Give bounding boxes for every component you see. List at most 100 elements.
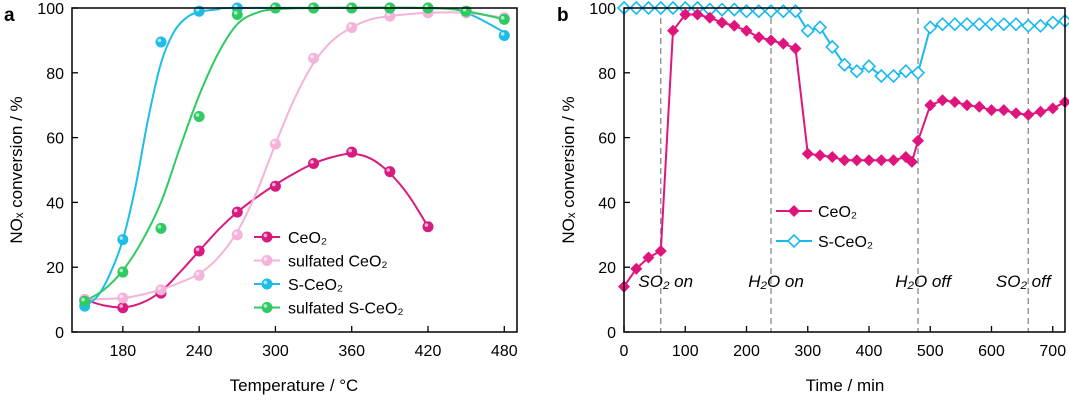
panel-a-y-axis-title: NOₓ conversion / % xyxy=(7,96,26,243)
point-s-ceo2 xyxy=(1021,18,1036,33)
y-tick-label: 40 xyxy=(598,195,616,212)
point-ceo2 xyxy=(875,154,888,167)
panel-a-x-axis-title: Temperature / °C xyxy=(230,376,359,395)
panel-b-x-ticks: 0 100 200 300 400 500 600 700 xyxy=(620,326,1066,360)
x-tick-label: 480 xyxy=(491,343,518,360)
point-ceo2 xyxy=(269,180,281,192)
point-s-ceo2 xyxy=(1045,15,1060,30)
point-ceo2 xyxy=(630,262,643,275)
svg-text:S-CeO₂: S-CeO₂ xyxy=(818,234,873,251)
point-s-ceo2 xyxy=(874,68,889,84)
svg-text:sulfated S-CeO₂: sulfated S-CeO₂ xyxy=(288,301,404,318)
point-s-ceo2 xyxy=(861,59,877,74)
annotation-h2o-on: H₂O on xyxy=(748,272,804,291)
point-s-ceo2 xyxy=(788,4,803,19)
x-tick-label: 180 xyxy=(110,343,137,360)
point-s-ceo2 xyxy=(947,17,962,32)
panel-b-legend: CeO₂ S-CeO₂ xyxy=(776,204,873,251)
point-ceo2 xyxy=(422,221,434,233)
point-ceo2 xyxy=(231,206,243,218)
point-ceo2 xyxy=(801,147,814,160)
x-tick-label: 200 xyxy=(733,343,760,360)
point-s-ceo2 xyxy=(825,39,840,55)
panel-b-y-ticks: 0 20 40 60 80 100 xyxy=(589,1,630,342)
point-ceo2 xyxy=(905,155,918,168)
point-ceo2 xyxy=(1059,96,1069,108)
point-ceo2 xyxy=(850,154,863,167)
point-s-ceo2 xyxy=(1057,13,1069,29)
point-ceo2 xyxy=(1046,102,1059,115)
y-tick-label: 0 xyxy=(607,325,616,342)
point-ceo2 xyxy=(728,19,741,32)
panel-a-x-ticks: 180 240 300 360 420 480 xyxy=(110,326,518,360)
point-sulfated-s-ceo2 xyxy=(498,13,510,25)
point-s-ceo2 xyxy=(886,68,901,84)
point-s-ceo2 xyxy=(1008,17,1024,32)
point-sulfated-ceo2 xyxy=(308,52,320,64)
svg-text:sulfated CeO₂: sulfated CeO₂ xyxy=(288,254,388,271)
point-ceo2 xyxy=(814,149,826,162)
y-tick-label: 80 xyxy=(598,66,616,83)
point-sulfated-s-ceo2 xyxy=(193,111,205,123)
point-s-ceo2 xyxy=(935,17,950,32)
point-s-ceo2 xyxy=(117,234,129,246)
y-tick-label: 100 xyxy=(37,1,64,18)
point-ceo2 xyxy=(193,245,205,257)
point-ceo2 xyxy=(789,42,802,55)
legend-entry-sulfated-ceo2: sulfated CeO₂ xyxy=(254,254,388,271)
legend-entry-s-ceo2: S-CeO₂ xyxy=(776,233,873,251)
y-tick-label: 60 xyxy=(598,131,616,148)
x-tick-label: 0 xyxy=(620,343,629,360)
point-ceo2 xyxy=(777,37,790,50)
point-s-ceo2 xyxy=(972,17,987,32)
legend-entry-ceo2: CeO₂ xyxy=(776,204,857,221)
point-ceo2 xyxy=(346,146,358,158)
x-tick-label: 400 xyxy=(856,343,883,360)
point-ceo2 xyxy=(716,16,728,29)
point-s-ceo2 xyxy=(751,4,766,19)
point-ceo2 xyxy=(642,251,655,264)
panel-b-frame xyxy=(623,7,1066,333)
x-tick-label: 700 xyxy=(1039,343,1066,360)
point-s-ceo2 xyxy=(812,20,828,35)
point-ceo2 xyxy=(936,94,949,107)
curve-ceo2 xyxy=(84,152,429,309)
point-ceo2 xyxy=(1034,105,1047,118)
point-ceo2 xyxy=(117,302,129,314)
legend-entry-s-ceo2: S-CeO₂ xyxy=(254,277,343,294)
x-tick-label: 240 xyxy=(186,343,213,360)
x-tick-label: 300 xyxy=(262,343,289,360)
svg-text:CeO₂: CeO₂ xyxy=(288,230,327,247)
panel-a: a 180 240 300 360 420 480 0 20 40 60 80 100 Temper… xyxy=(4,1,518,395)
panel-b-annotations: SO₂ on H₂O on H₂O off SO₂ off xyxy=(638,272,1052,291)
point-ceo2 xyxy=(384,166,396,178)
point-sulfated-s-ceo2 xyxy=(79,295,91,307)
panel-a-y-ticks: 0 20 40 60 80 100 xyxy=(37,1,78,342)
y-tick-label: 20 xyxy=(46,260,64,277)
panel-a-letter: a xyxy=(4,5,15,26)
panel-b: b 0 100 200 300 400 500 600 700 0 20 40 60 80 100 SO… xyxy=(557,0,1069,395)
x-tick-label: 500 xyxy=(917,343,944,360)
x-tick-label: 300 xyxy=(794,343,821,360)
svg-text:S-CeO₂: S-CeO₂ xyxy=(288,277,343,294)
y-tick-label: 0 xyxy=(55,325,64,342)
point-ceo2 xyxy=(838,154,851,167)
y-tick-label: 40 xyxy=(46,195,64,212)
point-s-ceo2 xyxy=(800,23,815,38)
legend-entry-sulfated-s-ceo2: sulfated S-CeO₂ xyxy=(254,301,404,318)
annotation-so2-on: SO₂ on xyxy=(638,272,693,291)
point-sulfated-s-ceo2 xyxy=(231,8,243,20)
panel-b-letter: b xyxy=(557,5,569,26)
point-ceo2 xyxy=(703,11,716,24)
point-sulfated-s-ceo2 xyxy=(155,222,167,234)
point-ceo2 xyxy=(985,104,998,117)
point-s-ceo2 xyxy=(739,4,754,19)
legend-entry-ceo2: CeO₂ xyxy=(254,230,327,247)
point-s-ceo2 xyxy=(923,20,938,35)
y-tick-label: 20 xyxy=(598,260,616,277)
point-s-ceo2 xyxy=(498,30,510,42)
point-ceo2 xyxy=(308,158,320,170)
point-s-ceo2 xyxy=(959,17,975,32)
point-ceo2 xyxy=(887,154,900,167)
